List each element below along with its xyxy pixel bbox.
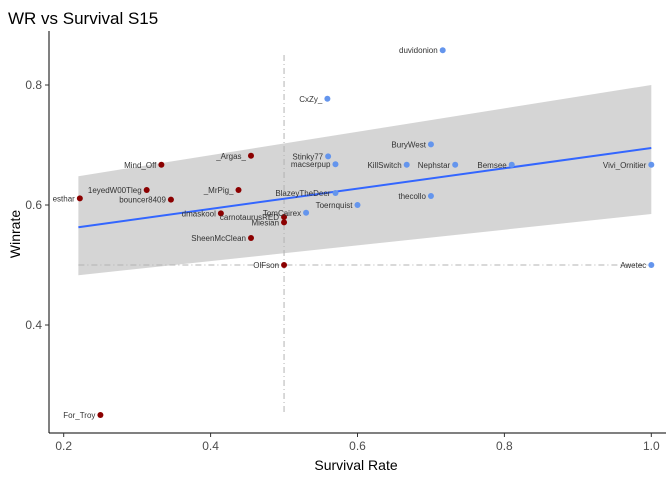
data-point (167, 196, 174, 203)
point-label: thecollo (398, 192, 426, 201)
point-label: esthar (53, 194, 76, 203)
point-label: carnotaurusRED (220, 213, 279, 222)
point-label: BuryWest (391, 140, 426, 149)
x-tick-label: 0.8 (496, 439, 513, 453)
point-label: _Argas_ (215, 152, 246, 161)
point-label: Vivi_Ornitier (603, 161, 647, 170)
point-label: Miesian (251, 218, 279, 227)
x-tick-label: 0.2 (55, 439, 72, 453)
data-point (324, 95, 331, 102)
y-tick-label: 0.4 (25, 318, 42, 332)
point-label: Bemsee (477, 161, 507, 170)
data-point (303, 209, 310, 216)
data-point (648, 161, 655, 168)
data-point (427, 141, 434, 148)
point-label: Stinky77 (292, 152, 323, 161)
data-point (325, 153, 332, 160)
point-labels-layer: duvidonion CxZy_ BuryWest Stinky77macserpup… (53, 46, 647, 420)
data-point (427, 193, 434, 199)
data-point (332, 190, 339, 196)
point-label: CxZy_ (299, 95, 323, 104)
y-tick-label: 0.8 (25, 78, 42, 92)
point-label: Awetec (620, 261, 646, 270)
point-label: duvidonion (399, 46, 438, 55)
data-point (354, 202, 361, 208)
data-point (508, 161, 515, 168)
point-label: bouncer8409 (119, 196, 166, 205)
point-label: 1eyedW00Tleg (88, 186, 142, 195)
trend-line-layer (78, 147, 652, 229)
y-tick-label: 0.6 (25, 198, 42, 212)
x-tick-label: 1.0 (643, 439, 660, 453)
x-tick-label: 0.4 (202, 439, 219, 453)
data-point (217, 210, 224, 217)
data-point (452, 161, 459, 168)
point-label: dmaskool (182, 209, 216, 218)
point-label: SheenMcClean (191, 234, 246, 243)
points-layer (76, 47, 655, 418)
point-label: OlFson (253, 261, 279, 270)
x-axis-title: Survival Rate (314, 457, 397, 473)
data-point (247, 152, 254, 159)
data-point (648, 262, 655, 268)
data-point (281, 262, 288, 268)
data-point (76, 195, 83, 202)
point-label: For_Troy (63, 411, 95, 420)
point-label: TomCairex (263, 209, 301, 218)
data-point (158, 161, 165, 168)
data-point (97, 412, 104, 418)
data-point (281, 219, 288, 226)
confidence-band (78, 85, 652, 276)
data-point (281, 214, 288, 220)
data-point (247, 235, 254, 241)
data-point (332, 161, 339, 168)
y-axis-title: Winrate (7, 210, 23, 258)
data-point (403, 161, 410, 168)
point-label: Toernquist (316, 201, 354, 210)
confidence-band-layer (78, 85, 652, 276)
point-label: Mind_Off (124, 161, 157, 170)
point-label: Nephstar (418, 161, 451, 170)
chart-title: WR vs Survival S15 (8, 9, 158, 28)
trend-line (78, 147, 652, 229)
point-label: KillSwitch (367, 161, 401, 170)
data-point (439, 47, 446, 54)
point-label: macserpup (291, 160, 331, 169)
data-point (143, 187, 150, 193)
point-label: _MrPig_ (203, 186, 234, 195)
axes: 0.2 0.4 0.6 0.8 1.0 0.4 0.6 0.8 (25, 31, 666, 453)
reference-lines-layer (78, 55, 652, 415)
data-point (235, 187, 242, 193)
x-tick-label: 0.6 (349, 439, 366, 453)
point-label: BlazeyTheDeer (275, 189, 330, 198)
